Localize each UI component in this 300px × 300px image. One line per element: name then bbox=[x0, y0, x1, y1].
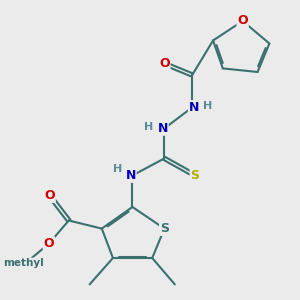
Text: N: N bbox=[125, 169, 136, 182]
Text: O: O bbox=[44, 237, 54, 250]
Text: O: O bbox=[237, 14, 248, 28]
Text: H: H bbox=[144, 122, 153, 132]
Text: H: H bbox=[203, 101, 212, 111]
Text: O: O bbox=[44, 189, 55, 202]
Text: N: N bbox=[189, 101, 199, 114]
Text: H: H bbox=[113, 164, 122, 175]
Text: methyl: methyl bbox=[3, 258, 44, 268]
Text: S: S bbox=[160, 222, 169, 235]
Text: O: O bbox=[159, 57, 170, 70]
Text: N: N bbox=[158, 122, 168, 135]
Text: S: S bbox=[190, 169, 200, 182]
